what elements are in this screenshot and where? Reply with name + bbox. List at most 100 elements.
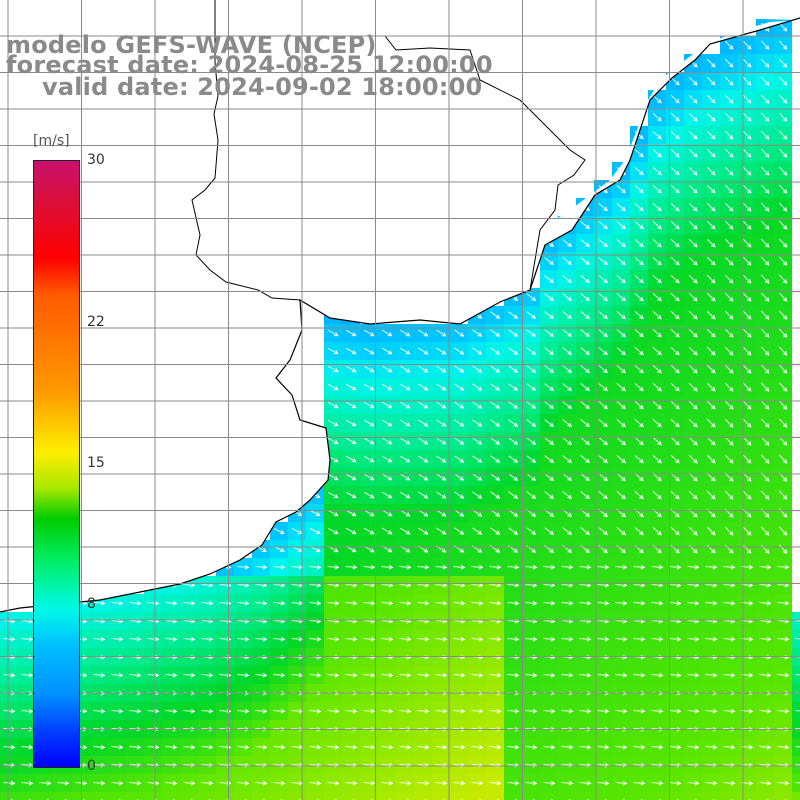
wind-arrow	[543, 744, 556, 750]
wind-arrow	[345, 780, 358, 786]
wind-arrow	[777, 744, 790, 750]
wind-arrow	[490, 527, 501, 535]
wind-arrow	[255, 636, 268, 642]
wind-arrow	[255, 564, 268, 570]
wind-arrow	[760, 220, 770, 230]
wind-arrow	[327, 762, 340, 768]
wind-arrow	[309, 600, 322, 606]
wind-arrow	[400, 347, 411, 355]
wind-cell	[684, 792, 702, 800]
wind-arrow	[147, 672, 160, 678]
wind-arrow	[580, 473, 590, 482]
wind-arrow	[688, 418, 698, 428]
wind-arrow	[453, 564, 466, 570]
wind-arrow	[400, 383, 411, 391]
wind-arrow	[165, 708, 178, 714]
wind-arrow	[760, 238, 770, 248]
wind-arrow	[724, 112, 734, 122]
wind-arrow	[382, 419, 393, 427]
wind-arrow	[327, 473, 339, 481]
wind-arrow	[525, 600, 538, 606]
wind-arrow	[633, 636, 646, 642]
wind-arrow	[364, 455, 375, 463]
wind-arrow	[778, 526, 788, 536]
wind-arrow	[688, 382, 698, 392]
wind-arrow	[598, 401, 608, 410]
wind-arrow	[688, 58, 698, 68]
wind-arrow	[417, 780, 430, 786]
wind-arrow	[670, 400, 680, 410]
wind-arrow	[93, 708, 106, 714]
wind-arrow	[742, 292, 752, 302]
wind-arrow	[471, 744, 484, 750]
wind-arrow	[687, 780, 700, 786]
wind-arrow	[363, 744, 376, 750]
wind-arrow	[706, 382, 716, 392]
wind-arrow	[562, 365, 573, 374]
wind-arrow	[526, 437, 537, 445]
wind-arrow	[706, 364, 716, 374]
wind-arrow	[670, 202, 680, 212]
wind-cell	[576, 792, 594, 800]
wind-arrow	[309, 708, 322, 714]
wind-arrow	[201, 780, 214, 786]
wind-arrow	[706, 112, 716, 122]
wind-arrow	[688, 526, 698, 536]
wind-arrow	[327, 491, 339, 499]
wind-arrow	[778, 544, 788, 554]
wind-arrow	[777, 762, 790, 768]
wind-arrow	[759, 780, 772, 786]
wind-arrow	[580, 311, 590, 320]
wind-arrow	[526, 419, 537, 427]
wind-arrow	[201, 744, 214, 750]
wind-arrow	[436, 473, 447, 481]
wind-arrow	[670, 328, 680, 338]
wind-arrow	[255, 672, 268, 678]
wind-arrow	[399, 600, 412, 606]
wind-arrow	[327, 708, 340, 714]
wind-arrow	[616, 491, 626, 500]
wind-arrow	[706, 220, 716, 230]
wind-arrow	[489, 744, 502, 750]
wind-arrow	[652, 400, 662, 410]
wind-arrow	[760, 58, 770, 68]
wind-arrow	[759, 636, 772, 642]
wind-arrow	[436, 383, 447, 391]
wind-arrow	[778, 256, 788, 266]
wind-arrow	[670, 94, 680, 104]
wind-cell	[612, 792, 630, 800]
wind-arrow	[471, 636, 484, 642]
wind-arrow	[489, 672, 502, 678]
wind-cell	[774, 792, 792, 800]
wind-arrow	[615, 708, 628, 714]
wind-arrow	[706, 544, 716, 554]
wind-arrow	[705, 672, 718, 678]
wind-arrow	[688, 76, 698, 86]
wind-arrow	[634, 346, 644, 356]
wind-arrow	[364, 347, 375, 355]
wind-arrow	[327, 509, 339, 517]
wind-arrow	[742, 58, 752, 68]
wind-arrow	[616, 401, 626, 410]
wind-arrow	[724, 364, 734, 374]
wind-arrow	[706, 130, 716, 140]
wind-arrow	[706, 328, 716, 338]
wind-arrow	[471, 564, 484, 570]
wind-arrow	[364, 365, 375, 373]
wind-arrow	[436, 347, 447, 355]
wind-arrow	[598, 527, 608, 536]
wind-arrow	[652, 274, 662, 284]
wind-arrow	[562, 311, 573, 320]
wind-arrow	[597, 636, 610, 642]
wind-arrow	[382, 437, 393, 445]
wind-arrow	[777, 708, 790, 714]
wind-arrow	[688, 148, 698, 158]
wind-arrow	[93, 744, 106, 750]
wind-arrow	[777, 672, 790, 678]
wind-arrow	[706, 454, 716, 464]
wind-arrow	[435, 708, 448, 714]
wind-arrow	[723, 780, 736, 786]
wind-arrow	[742, 112, 752, 122]
wind-arrow	[760, 418, 770, 428]
wind-arrow	[345, 509, 357, 517]
